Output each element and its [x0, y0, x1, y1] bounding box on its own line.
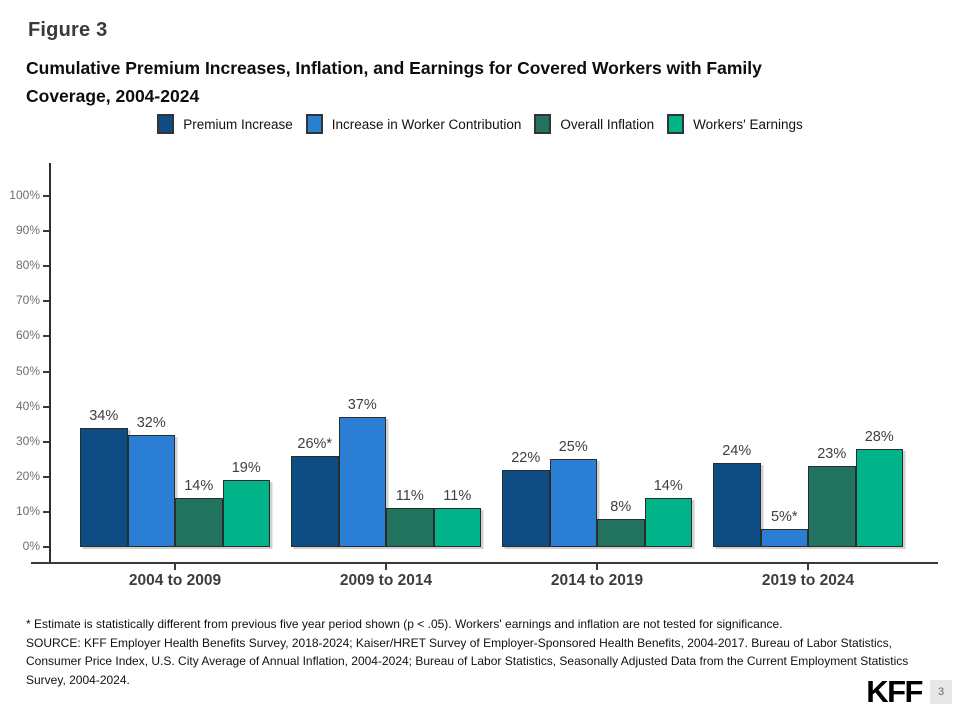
chart-title-line1: Cumulative Premium Increases, Inflation,…	[26, 58, 762, 78]
x-axis-tick	[596, 564, 598, 570]
y-axis-tick-label: 0%	[22, 539, 40, 553]
legend-item: Workers' Earnings	[667, 114, 803, 134]
bar-value-label: 28%	[864, 428, 894, 445]
y-axis-tick	[43, 440, 49, 443]
bar-workers-earnings-2	[433, 508, 481, 547]
source-note: SOURCE: KFF Employer Health Benefits Sur…	[26, 635, 909, 687]
y-axis-tick	[43, 546, 49, 548]
y-axis-tick-label: 90%	[15, 223, 40, 238]
x-axis-category-label: 2004 to 2009	[128, 572, 222, 589]
kff-logo: KFF	[866, 674, 923, 709]
chart-title-line2: Coverage, 2004-2024	[26, 86, 200, 106]
bar-overall-inflation-1	[175, 497, 223, 547]
bar-overall-inflation-4	[808, 466, 856, 547]
page-number: 3	[930, 679, 952, 704]
bar-value-label: 23%	[817, 446, 847, 463]
bar-workers-earnings-3	[644, 497, 692, 547]
y-axis-tick	[43, 405, 49, 408]
bar-value-label: 22%	[511, 449, 541, 466]
bar-increase-in-worker-contribution-4	[760, 529, 808, 547]
y-axis-tick	[43, 300, 49, 303]
x-axis-category-label: 2019 to 2024	[761, 572, 855, 589]
bar-value-label: 19%	[231, 460, 261, 477]
y-axis-tick-label: 10%	[15, 503, 40, 518]
bar-overall-inflation-2	[386, 508, 434, 547]
y-axis-tick-label: 70%	[15, 293, 40, 308]
bar-overall-inflation-3	[597, 518, 645, 547]
bar-value-label: 25%	[558, 439, 588, 456]
bar-chart: 0% 10% 20% 30% 40% 50% 60% 70% 80% 90% 100% 34% 32% 1…	[0, 163, 960, 593]
legend-item: Premium Increase	[157, 114, 293, 134]
legend-item: Increase in Worker Contribution	[305, 114, 522, 134]
y-axis-tick	[43, 265, 49, 268]
bar-premium-increase-2	[291, 455, 339, 547]
legend-item: Overall Inflation	[534, 114, 654, 134]
logo-row: KFF 3	[866, 676, 952, 707]
bar-premium-increase-4	[713, 462, 761, 547]
y-axis-tick	[43, 230, 49, 233]
y-axis-tick-label: 50%	[15, 363, 40, 378]
legend: Premium Increase Increase in Worker Contr…	[0, 114, 960, 134]
y-axis-tick-label: 60%	[15, 328, 40, 343]
x-axis-tick	[807, 564, 809, 570]
bar-increase-in-worker-contribution-3	[549, 459, 597, 547]
legend-swatch-icon	[667, 114, 685, 134]
x-axis-category-label: 2014 to 2019	[550, 572, 644, 589]
bar-premium-increase-1	[80, 427, 128, 547]
bar-value-label: 32%	[136, 414, 166, 431]
bar-value-label: 34%	[89, 407, 119, 424]
footnotes: * Estimate is statistically different fr…	[26, 615, 941, 689]
bar-increase-in-worker-contribution-1	[127, 434, 175, 547]
legend-swatch-icon	[157, 114, 175, 134]
bar-workers-earnings-4	[855, 448, 903, 547]
legend-item-label: Increase in Worker Contribution	[331, 116, 522, 132]
x-axis-line	[31, 562, 938, 564]
bar-value-label: 8%	[610, 498, 632, 515]
bar-value-label: 37%	[347, 397, 377, 414]
bar-value-label: 26%*	[297, 435, 333, 452]
bar-value-label: 24%	[722, 442, 752, 459]
y-axis-tick-label: 30%	[15, 433, 40, 448]
legend-swatch-icon	[534, 114, 552, 134]
x-axis-category-label: 2009 to 2014	[339, 572, 433, 589]
bar-value-label: 11%	[395, 488, 424, 505]
chart-title: Cumulative Premium Increases, Inflation,…	[26, 54, 886, 110]
bar-value-label: 5%*	[770, 509, 798, 526]
y-axis-tick	[43, 335, 49, 338]
y-axis-tick	[43, 370, 49, 373]
x-axis-tick	[174, 564, 176, 570]
bar-increase-in-worker-contribution-2	[338, 417, 386, 547]
legend-item-label: Premium Increase	[183, 116, 293, 132]
legend-item-label: Overall Inflation	[560, 116, 655, 132]
footnote: * Estimate is statistically different fr…	[26, 617, 783, 631]
y-axis-tick-label: 80%	[15, 258, 40, 273]
bar-premium-increase-3	[502, 469, 550, 547]
bar-workers-earnings-1	[222, 480, 270, 547]
y-axis-tick	[43, 475, 49, 478]
y-axis-line	[49, 163, 51, 564]
y-axis-tick-label: 100%	[9, 188, 40, 202]
bar-value-label: 11%	[443, 488, 472, 505]
bar-value-label: 14%	[653, 477, 683, 494]
y-axis-tick-label: 20%	[15, 468, 40, 483]
legend-swatch-icon	[305, 114, 323, 134]
y-axis-tick	[43, 195, 49, 197]
bar-value-label: 14%	[184, 477, 214, 494]
y-axis-tick-label: 40%	[15, 398, 40, 413]
figure-label: Figure 3	[28, 19, 108, 41]
legend-item-label: Workers' Earnings	[693, 116, 803, 132]
y-axis-tick	[43, 510, 49, 513]
x-axis-tick	[385, 564, 387, 570]
